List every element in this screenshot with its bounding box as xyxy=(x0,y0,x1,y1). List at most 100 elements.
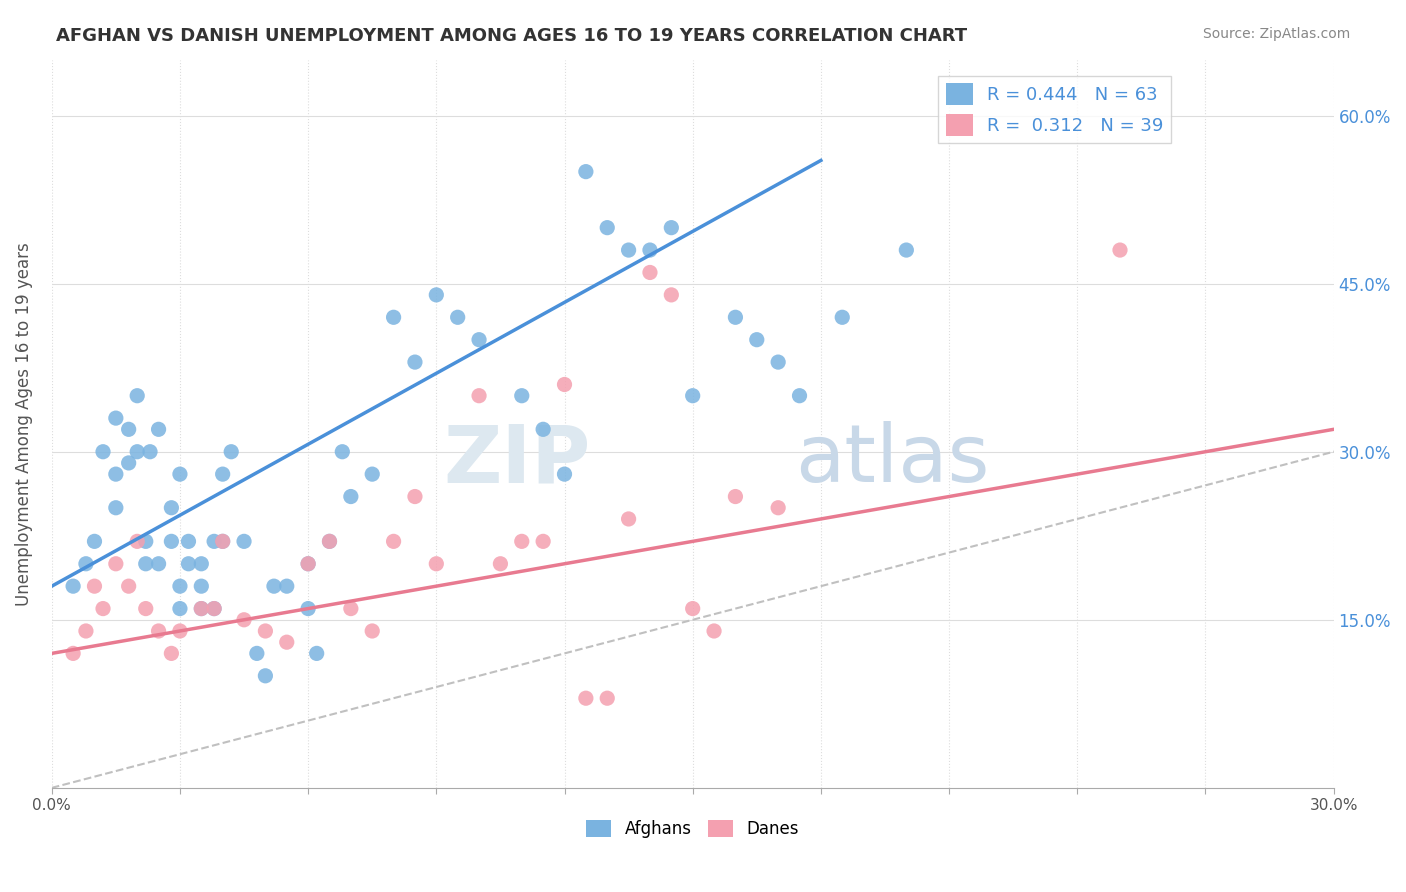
Point xyxy=(596,220,619,235)
Point xyxy=(468,333,491,347)
Point xyxy=(659,220,682,235)
Point xyxy=(789,389,811,403)
Point xyxy=(127,534,149,549)
Point xyxy=(202,601,225,615)
Point xyxy=(62,579,84,593)
Point xyxy=(766,355,789,369)
Point xyxy=(91,444,114,458)
Point xyxy=(425,288,447,302)
Point xyxy=(745,333,768,347)
Point xyxy=(83,534,105,549)
Text: AFGHAN VS DANISH UNEMPLOYMENT AMONG AGES 16 TO 19 YEARS CORRELATION CHART: AFGHAN VS DANISH UNEMPLOYMENT AMONG AGES… xyxy=(56,27,967,45)
Point xyxy=(831,310,853,325)
Point xyxy=(297,601,319,615)
Point xyxy=(177,534,200,549)
Point xyxy=(489,557,512,571)
Point xyxy=(75,557,97,571)
Point xyxy=(160,647,183,661)
Point xyxy=(575,164,598,178)
Point xyxy=(305,647,328,661)
Point xyxy=(118,579,141,593)
Point xyxy=(148,422,170,436)
Point xyxy=(510,389,533,403)
Point xyxy=(263,579,285,593)
Point xyxy=(139,444,162,458)
Text: atlas: atlas xyxy=(796,421,990,500)
Point xyxy=(276,579,298,593)
Point xyxy=(254,669,277,683)
Point xyxy=(169,579,191,593)
Point xyxy=(1109,243,1132,257)
Point xyxy=(211,467,233,482)
Point xyxy=(91,601,114,615)
Text: Source: ZipAtlas.com: Source: ZipAtlas.com xyxy=(1202,27,1350,41)
Point xyxy=(766,500,789,515)
Point xyxy=(75,624,97,638)
Point xyxy=(553,467,575,482)
Point xyxy=(318,534,340,549)
Point xyxy=(638,243,661,257)
Point xyxy=(211,534,233,549)
Point xyxy=(135,557,157,571)
Point xyxy=(104,411,127,425)
Point xyxy=(682,601,704,615)
Point xyxy=(246,647,269,661)
Point xyxy=(160,500,183,515)
Point xyxy=(659,288,682,302)
Point xyxy=(190,601,212,615)
Point xyxy=(468,389,491,403)
Point xyxy=(62,647,84,661)
Point xyxy=(596,691,619,706)
Point xyxy=(202,534,225,549)
Point xyxy=(361,467,384,482)
Point xyxy=(190,557,212,571)
Point xyxy=(447,310,470,325)
Point xyxy=(118,422,141,436)
Point xyxy=(724,490,747,504)
Point xyxy=(202,601,225,615)
Point xyxy=(340,601,363,615)
Point xyxy=(276,635,298,649)
Point xyxy=(135,534,157,549)
Point xyxy=(361,624,384,638)
Point xyxy=(127,444,149,458)
Point xyxy=(104,557,127,571)
Point xyxy=(254,624,277,638)
Point xyxy=(233,613,256,627)
Point xyxy=(617,512,640,526)
Point xyxy=(104,467,127,482)
Legend: Afghans, Danes: Afghans, Danes xyxy=(579,814,806,845)
Point xyxy=(148,624,170,638)
Point xyxy=(83,579,105,593)
Point xyxy=(190,601,212,615)
Point xyxy=(425,557,447,571)
Point xyxy=(297,557,319,571)
Point xyxy=(382,534,405,549)
Point xyxy=(135,601,157,615)
Point xyxy=(617,243,640,257)
Point xyxy=(531,422,554,436)
Point xyxy=(330,444,353,458)
Point xyxy=(724,310,747,325)
Point xyxy=(404,490,426,504)
Point xyxy=(211,534,233,549)
Point xyxy=(169,467,191,482)
Point xyxy=(219,444,242,458)
Point xyxy=(404,355,426,369)
Point xyxy=(190,579,212,593)
Point xyxy=(104,500,127,515)
Point xyxy=(703,624,725,638)
Point xyxy=(297,557,319,571)
Point xyxy=(118,456,141,470)
Point xyxy=(318,534,340,549)
Point xyxy=(638,265,661,279)
Point xyxy=(127,389,149,403)
Point xyxy=(340,490,363,504)
Point xyxy=(169,601,191,615)
Point xyxy=(233,534,256,549)
Text: ZIP: ZIP xyxy=(443,421,591,500)
Y-axis label: Unemployment Among Ages 16 to 19 years: Unemployment Among Ages 16 to 19 years xyxy=(15,242,32,606)
Point xyxy=(531,534,554,549)
Point xyxy=(177,557,200,571)
Point xyxy=(553,377,575,392)
